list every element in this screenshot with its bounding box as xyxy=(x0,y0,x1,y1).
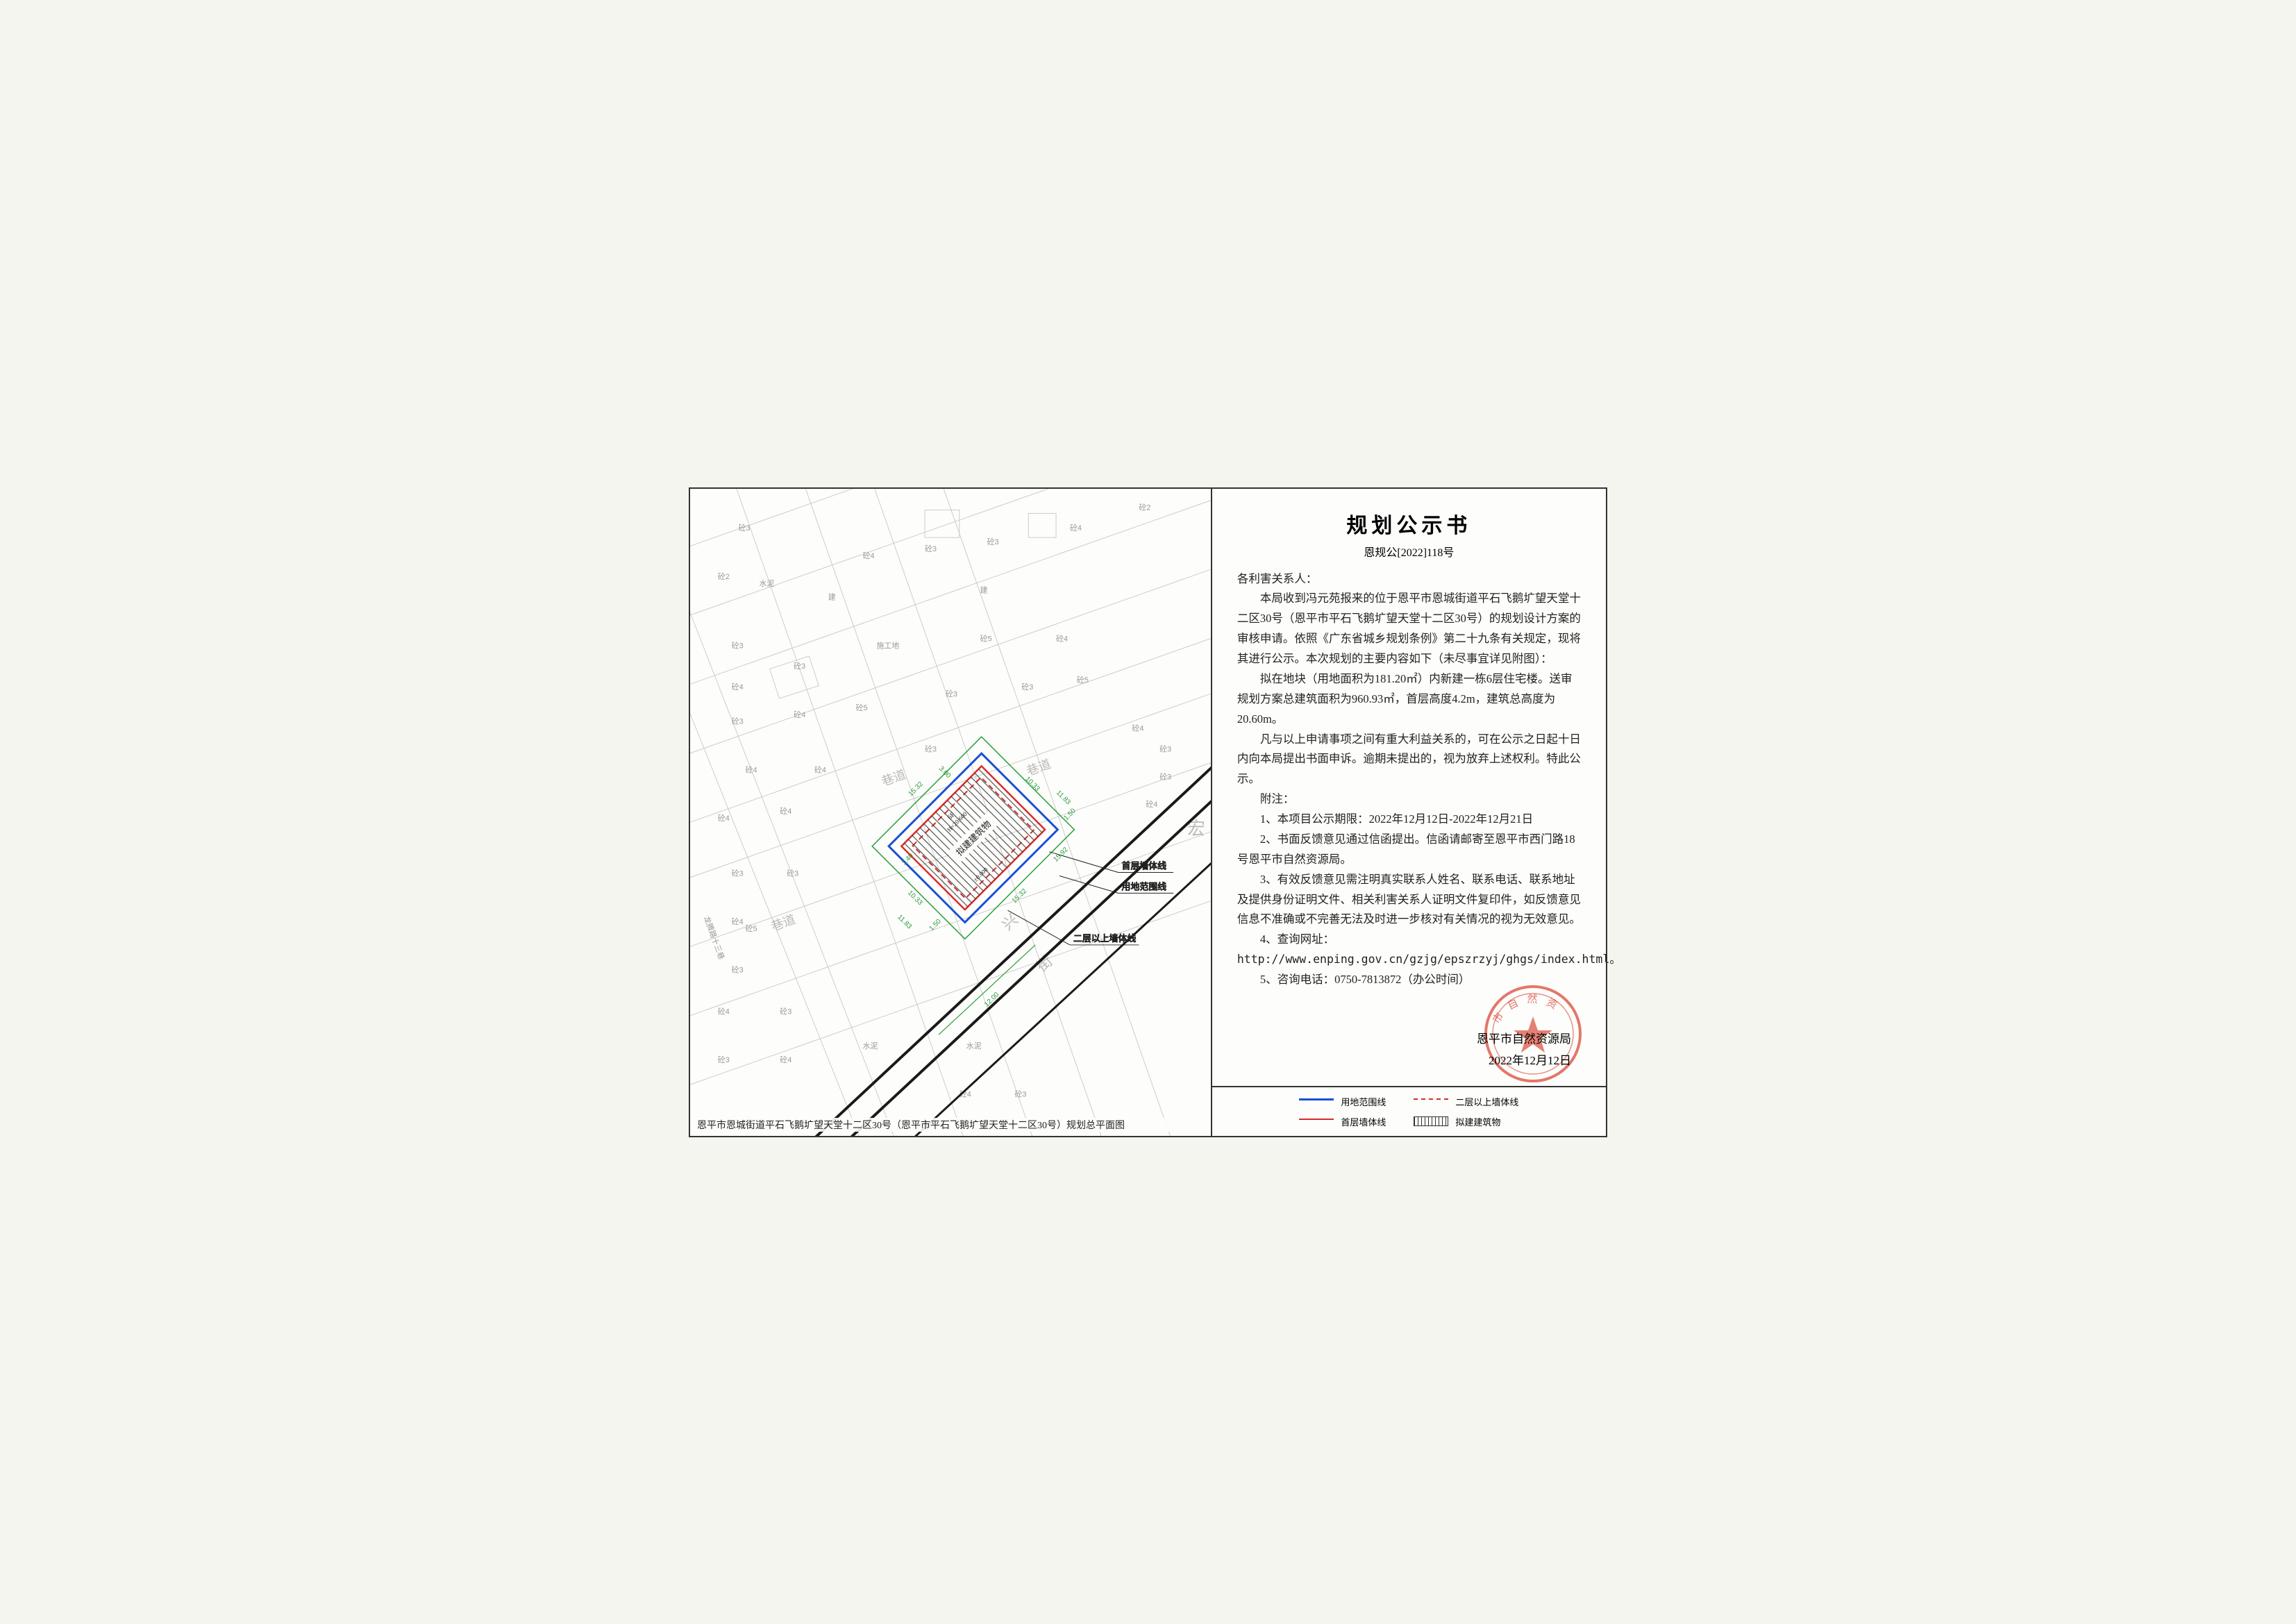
document-number: 恩规公[2022]118号 xyxy=(1237,543,1581,560)
signature-org: 恩平市自然资源局 xyxy=(1477,1029,1571,1050)
callouts: 首层墙体线 用地范围线 二层以上墙体线 xyxy=(1007,851,1173,944)
svg-text:砼5: 砼5 xyxy=(856,703,868,712)
callout-upper: 二层以上墙体线 xyxy=(1073,932,1136,943)
annex-2: 2、书面反馈意见通过信函提出。信函请邮寄至恩平市西门路18号恩平市自然资源局。 xyxy=(1237,830,1581,870)
svg-text:砼3: 砼3 xyxy=(732,869,744,878)
svg-text:砼3: 砼3 xyxy=(739,524,751,533)
svg-text:砼5: 砼5 xyxy=(746,924,757,933)
svg-text:砼3: 砼3 xyxy=(794,662,805,671)
callout-boundary: 用地范围线 xyxy=(1122,881,1167,891)
swatch-red-dash xyxy=(1414,1098,1448,1108)
annex-1: 1、本项目公示期限：2022年12月12日-2022年12月21日 xyxy=(1237,810,1581,830)
svg-text:砼5: 砼5 xyxy=(980,634,992,643)
svg-text:砼3: 砼3 xyxy=(1021,682,1033,691)
notice-text: 规划公示书 恩规公[2022]118号 各利害关系人： 本局收到冯元苑报来的位于… xyxy=(1212,489,1606,1086)
svg-text:砼4: 砼4 xyxy=(1070,524,1082,533)
svg-text:1.50: 1.50 xyxy=(1062,807,1078,822)
legend-item-upper-floor: 二层以上墙体线 xyxy=(1414,1095,1518,1108)
svg-text:建: 建 xyxy=(980,585,988,594)
svg-text:砼3: 砼3 xyxy=(780,1007,791,1016)
svg-text:砼3: 砼3 xyxy=(787,869,798,878)
svg-text:砼3: 砼3 xyxy=(925,744,937,753)
swatch-hatch xyxy=(1414,1116,1448,1126)
svg-text:1.50: 1.50 xyxy=(928,917,943,932)
svg-text:巷道: 巷道 xyxy=(880,767,908,788)
svg-text:10.33: 10.33 xyxy=(906,889,924,907)
svg-text:砼4: 砼4 xyxy=(732,917,744,926)
legend-item-first-floor: 首层墙体线 xyxy=(1299,1115,1386,1128)
paragraph-2: 拟在地块（用地面积为181.20㎡）内新建一栋6层住宅楼。送审规划方案总建筑面积… xyxy=(1237,669,1581,730)
signature-block: 恩平市自然资源局 2022年12月12日 xyxy=(1477,1029,1571,1071)
swatch-red-line xyxy=(1299,1119,1334,1128)
svg-text:龙腾路十三巷: 龙腾路十三巷 xyxy=(702,914,727,960)
svg-text:3.00: 3.00 xyxy=(937,764,953,780)
svg-text:砼5: 砼5 xyxy=(1077,676,1089,685)
map-svg: 砼3 砼2 水泥 砼4 砼3 砼3 砼4 砼2 建 建 砼3 砼4 砼3 施工地… xyxy=(690,489,1211,1136)
svg-text:施工地: 施工地 xyxy=(877,641,900,650)
legend-item-boundary: 用地范围线 xyxy=(1299,1095,1386,1108)
annex-3: 3、有效反馈意见需注明真实联系人姓名、联系电话、联系地址及提供身份证明文件、相关… xyxy=(1237,870,1581,930)
legend: 用地范围线 首层墙体线 二层以上墙体线 拟建建筑物 xyxy=(1212,1086,1606,1136)
svg-text:水泥: 水泥 xyxy=(759,578,774,587)
svg-text:砼3: 砼3 xyxy=(1014,1089,1026,1098)
svg-text:砼3: 砼3 xyxy=(718,1055,730,1064)
svg-text:砼3: 砼3 xyxy=(1159,772,1171,781)
svg-text:砼4: 砼4 xyxy=(814,765,826,774)
svg-text:11.83: 11.83 xyxy=(1055,789,1072,806)
svg-text:砼4: 砼4 xyxy=(732,682,744,691)
text-panel: 规划公示书 恩规公[2022]118号 各利害关系人： 本局收到冯元苑报来的位于… xyxy=(1212,489,1606,1136)
legend-label-1: 用地范围线 xyxy=(1341,1095,1386,1108)
svg-text:砼3: 砼3 xyxy=(1159,744,1171,753)
svg-text:砼4: 砼4 xyxy=(1056,634,1068,643)
swatch-blue-line xyxy=(1299,1098,1334,1108)
svg-text:砼2: 砼2 xyxy=(1139,503,1150,512)
legend-label-4: 拟建建筑物 xyxy=(1455,1115,1500,1128)
svg-text:砼3: 砼3 xyxy=(732,965,744,974)
svg-text:砼4: 砼4 xyxy=(718,813,730,822)
site-plan-map: 砼3 砼2 水泥 砼4 砼3 砼3 砼4 砼2 建 建 砼3 砼4 砼3 施工地… xyxy=(690,489,1211,1136)
salutation: 各利害关系人： xyxy=(1237,569,1581,589)
legend-label-2: 首层墙体线 xyxy=(1341,1115,1386,1128)
svg-text:水泥: 水泥 xyxy=(863,1041,878,1050)
paragraph-3: 凡与以上申请事项之间有重大利益关系的，可在公示之日起十日内向本局提出书面申诉。逾… xyxy=(1237,730,1581,790)
svg-text:砼3: 砼3 xyxy=(987,537,999,546)
callout-first-floor: 首层墙体线 xyxy=(1122,860,1167,871)
annex-4-label: 4、查询网址： xyxy=(1237,930,1581,950)
svg-text:砼3: 砼3 xyxy=(732,641,744,650)
svg-text:砼2: 砼2 xyxy=(718,571,730,580)
svg-text:水泥: 水泥 xyxy=(966,1041,982,1050)
map-caption: 恩平市恩城街道平石飞鹅圹望天堂十二区30号（恩平市平石飞鹅圹望天堂十二区30号）… xyxy=(697,1118,1204,1132)
legend-label-3: 二层以上墙体线 xyxy=(1455,1095,1518,1108)
dim-line-road xyxy=(939,944,1035,1034)
signature-date: 2022年12月12日 xyxy=(1477,1050,1571,1072)
svg-text:兴: 兴 xyxy=(998,910,1021,933)
annex-label: 附注： xyxy=(1237,789,1581,810)
svg-text:砼4: 砼4 xyxy=(780,1055,791,1064)
svg-text:砼4: 砼4 xyxy=(863,551,875,560)
svg-text:11.83: 11.83 xyxy=(896,913,913,930)
svg-text:砼4: 砼4 xyxy=(780,806,791,815)
svg-text:市 自 然 资: 市 自 然 资 xyxy=(1491,993,1561,1026)
svg-text:砼3: 砼3 xyxy=(732,717,744,726)
svg-text:巷道: 巷道 xyxy=(769,912,798,933)
svg-text:砼3: 砼3 xyxy=(925,544,937,553)
svg-text:砼4: 砼4 xyxy=(794,710,805,719)
legend-item-building: 拟建建筑物 xyxy=(1414,1115,1518,1128)
annex-4-url: http://www.enping.gov.cn/gzjg/epszrzyj/g… xyxy=(1237,950,1581,970)
document-page: 砼3 砼2 水泥 砼4 砼3 砼3 砼4 砼2 建 建 砼3 砼4 砼3 施工地… xyxy=(689,487,1607,1137)
svg-text:建: 建 xyxy=(828,592,836,601)
svg-text:砼4: 砼4 xyxy=(1146,800,1157,809)
site-plan-panel: 砼3 砼2 水泥 砼4 砼3 砼3 砼4 砼2 建 建 砼3 砼4 砼3 施工地… xyxy=(690,489,1212,1136)
svg-text:砼4: 砼4 xyxy=(1132,723,1143,733)
paragraph-1: 本局收到冯元苑报来的位于恩平市恩城街道平石飞鹅圹望天堂十二区30号（恩平市平石飞… xyxy=(1237,589,1581,669)
svg-text:10.33: 10.33 xyxy=(1023,775,1041,793)
svg-text:砼4: 砼4 xyxy=(718,1007,730,1016)
svg-text:砼4: 砼4 xyxy=(746,765,757,774)
plot-labels: 砼3 砼2 水泥 砼4 砼3 砼3 砼4 砼2 建 建 砼3 砼4 砼3 施工地… xyxy=(702,503,1171,1098)
document-title: 规划公示书 xyxy=(1237,508,1581,539)
annex-5: 5、咨询电话：0750-7813872（办公时间） xyxy=(1237,970,1581,990)
svg-text:砼3: 砼3 xyxy=(946,689,957,698)
